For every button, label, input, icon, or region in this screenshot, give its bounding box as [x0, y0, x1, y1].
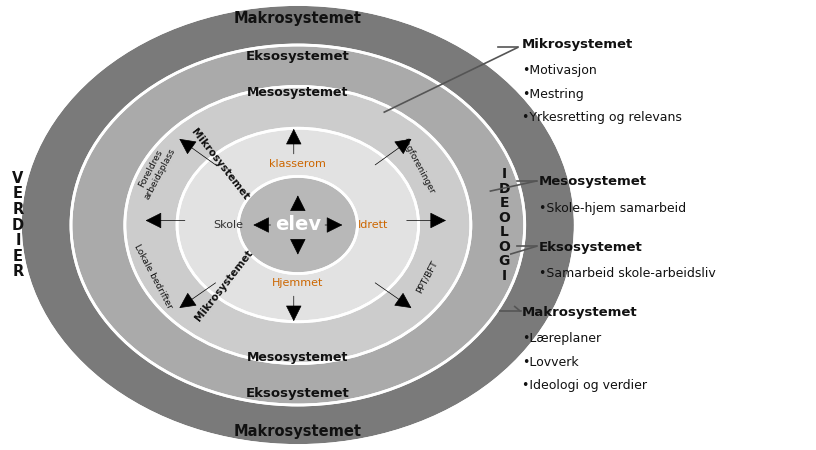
Text: Makrosystemet: Makrosystemet [234, 11, 361, 27]
Text: Mesosystemet: Mesosystemet [247, 86, 348, 99]
Text: •Motivasjon: •Motivasjon [522, 64, 597, 77]
Text: •Lovverk: •Lovverk [522, 356, 579, 369]
Ellipse shape [71, 45, 525, 405]
Ellipse shape [238, 176, 357, 274]
Text: Eksosystemet: Eksosystemet [246, 387, 350, 400]
Text: Lokale bedrifter: Lokale bedrifter [131, 243, 174, 310]
Text: Mesosystemet: Mesosystemet [539, 176, 646, 189]
Text: V
E
R
D
I
E
R: V E R D I E R [12, 171, 24, 279]
Text: •Læreplaner: •Læreplaner [522, 332, 601, 345]
Text: Skole: Skole [214, 220, 243, 230]
Text: •Skole-hjem samarbeid: •Skole-hjem samarbeid [539, 202, 685, 215]
Text: Mikrosystemet: Mikrosystemet [193, 248, 255, 323]
Text: Mikrosystemet: Mikrosystemet [188, 127, 251, 202]
Text: Hjemmet: Hjemmet [273, 279, 323, 288]
Text: •Samarbeid skole-arbeidsliv: •Samarbeid skole-arbeidsliv [539, 267, 716, 280]
Text: Eksosystemet: Eksosystemet [246, 50, 350, 63]
Text: Mikrosystemet: Mikrosystemet [522, 38, 633, 51]
Text: Foreldres
arbeidsplass: Foreldres arbeidsplass [133, 141, 177, 201]
Ellipse shape [20, 4, 575, 446]
Text: Eksosystemet: Eksosystemet [539, 241, 642, 254]
Text: I
D
E
O
L
O
G
I: I D E O L O G I [499, 167, 510, 283]
Text: elev: elev [275, 216, 321, 234]
Text: fagforeninger: fagforeninger [400, 137, 437, 196]
Text: Makrosystemet: Makrosystemet [234, 423, 361, 439]
Text: •Ideologi og verdier: •Ideologi og verdier [522, 379, 647, 392]
Ellipse shape [177, 128, 419, 322]
Text: PPT/BFT: PPT/BFT [415, 259, 439, 295]
Text: •Mestring: •Mestring [522, 88, 584, 101]
Text: •Yrkesretting og relevans: •Yrkesretting og relevans [522, 111, 682, 124]
Text: Makrosystemet: Makrosystemet [522, 306, 638, 319]
Text: Idrett: Idrett [357, 220, 388, 230]
Text: Mesosystemet: Mesosystemet [247, 351, 348, 364]
Ellipse shape [125, 86, 471, 364]
Text: klasserom: klasserom [269, 159, 326, 169]
